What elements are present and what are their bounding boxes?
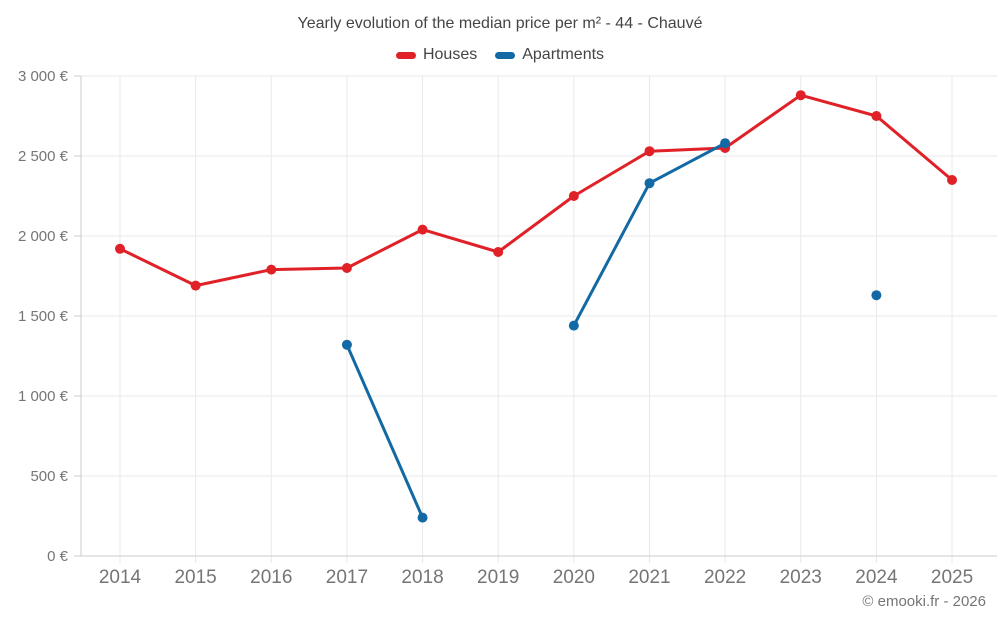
x-axis-label: 2015 [174,567,216,588]
legend-swatch-houses [395,51,416,59]
y-axis-label: 2 000 € [18,228,69,245]
data-point[interactable] [417,224,428,235]
series-apartments[interactable] [341,138,882,523]
x-axis-label: 2020 [553,567,595,588]
y-axis-label: 500 € [30,468,68,485]
chart-title: Yearly evolution of the median price per… [297,15,703,32]
series-houses[interactable] [115,90,958,291]
data-point[interactable] [341,263,352,273]
data-point[interactable] [644,146,655,157]
data-point[interactable] [568,320,579,331]
data-point[interactable] [266,264,277,275]
data-point[interactable] [417,512,428,523]
data-point[interactable] [720,138,731,149]
x-axis-label: 2017 [326,567,368,588]
x-axis-label: 2016 [250,567,292,588]
data-point[interactable] [795,90,806,101]
y-axis-label: 2 500 € [18,148,69,165]
y-axis-label: 3 000 € [18,68,69,85]
legend-item-apartments[interactable]: Apartments [495,46,604,64]
chart-legend: Houses Apartments [0,46,1000,64]
x-axis-label: 2021 [628,567,670,588]
data-point[interactable] [115,243,125,254]
data-point[interactable] [341,339,352,350]
attribution: © emooki.fr - 2026 [862,593,986,610]
x-axis-label: 2014 [99,567,142,588]
x-axis-label: 2023 [780,567,822,588]
legend-item-houses[interactable]: Houses [395,46,478,64]
y-axis-label: 1 500 € [18,308,69,325]
data-point[interactable] [493,247,504,257]
series-line[interactable] [345,343,425,520]
data-point[interactable] [871,111,882,121]
y-axis-label: 0 € [47,548,69,565]
series-line[interactable] [118,93,954,288]
data-point[interactable] [190,280,201,291]
data-point[interactable] [871,290,882,301]
data-point[interactable] [947,175,958,185]
y-axis-label: 1 000 € [18,388,69,405]
x-axis-label: 2019 [477,567,519,588]
legend-label-houses: Houses [422,46,478,63]
data-point[interactable] [644,178,655,189]
x-axis-label: 2022 [704,567,746,588]
x-axis-label: 2018 [401,567,443,588]
x-axis-label: 2025 [931,567,973,588]
data-point[interactable] [568,191,579,201]
x-axis-label: 2024 [855,567,898,588]
legend-label-apartments: Apartments [522,46,605,63]
legend-swatch-apartments [495,51,516,59]
